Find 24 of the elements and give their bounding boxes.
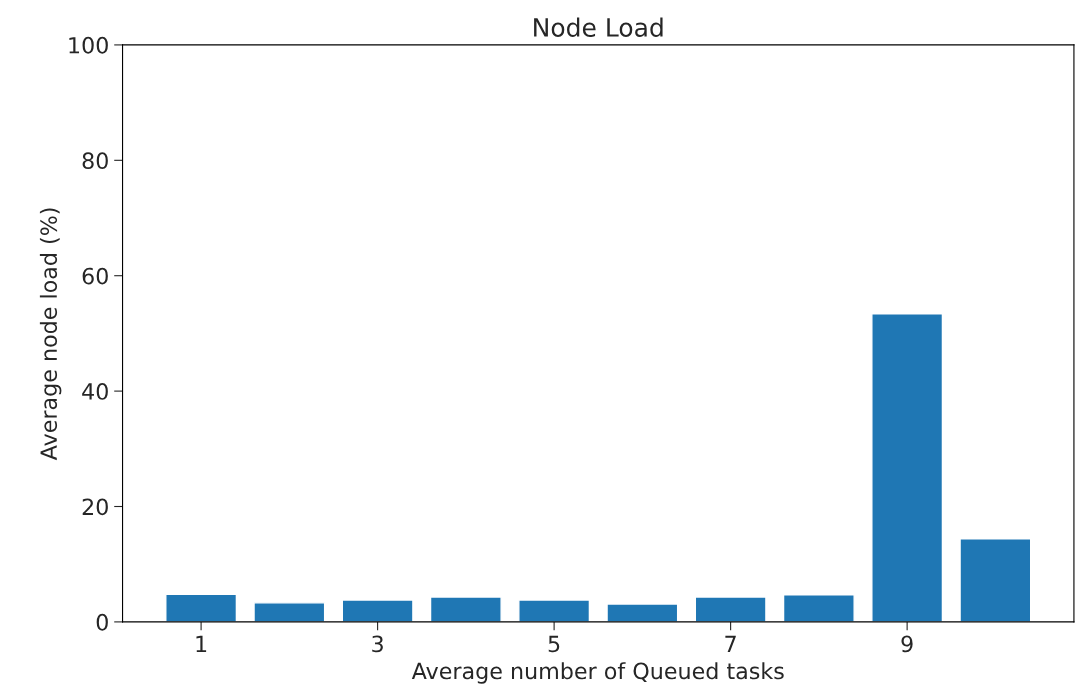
y-axis-title: Average node load (%) — [39, 208, 62, 461]
bar — [253, 602, 326, 622]
bar — [694, 596, 767, 622]
bar — [782, 594, 855, 622]
bar — [871, 313, 944, 622]
y-tick-label: 0 — [96, 613, 108, 631]
bar — [606, 603, 679, 622]
y-tick-label: 40 — [82, 383, 108, 400]
bar — [341, 599, 414, 622]
y-tick-label: 60 — [82, 267, 108, 285]
y-tick-label: 100 — [69, 36, 108, 54]
bar — [165, 593, 238, 622]
x-tick-label: 9 — [901, 635, 913, 653]
bar — [518, 599, 591, 622]
x-tick-label: 1 — [196, 635, 207, 652]
chart-title: Node Load — [534, 17, 663, 37]
y-tick-label: 80 — [82, 152, 108, 170]
x-tick-label: 7 — [725, 635, 736, 652]
bar — [429, 596, 502, 622]
x-tick-label: 5 — [548, 635, 560, 653]
bar — [959, 538, 1032, 622]
y-tick-label: 20 — [82, 498, 108, 516]
x-tick-label: 3 — [372, 635, 383, 653]
x-axis-title: Average number of Queued tasks — [411, 662, 784, 684]
